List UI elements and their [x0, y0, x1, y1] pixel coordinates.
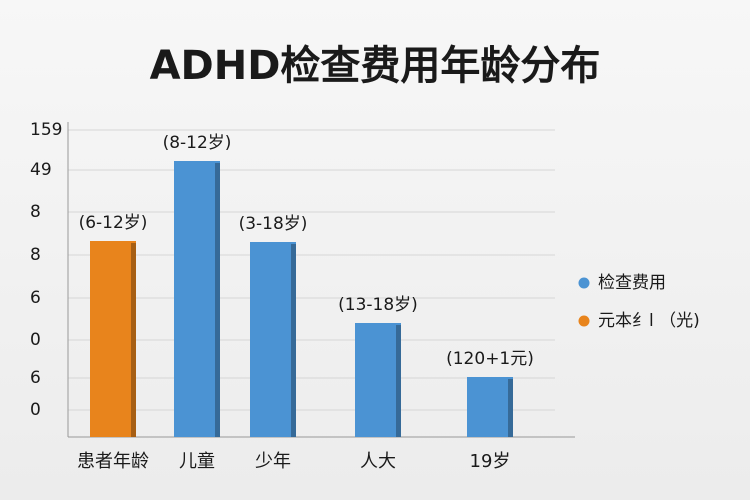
bar [467, 377, 513, 437]
x-tick-label: 儿童 [179, 451, 215, 472]
x-tick-label: 人大 [360, 451, 396, 472]
bar [174, 161, 220, 437]
bar [250, 242, 296, 437]
y-tick-label: 159 [30, 120, 62, 140]
bar-label: (8-12岁) [163, 133, 232, 153]
bar-side [291, 244, 296, 437]
legend-label: 元本纟l （光) [598, 311, 700, 331]
bar-label: (13-18岁) [338, 295, 418, 315]
chart-title: ADHD检查费用年龄分布 [150, 43, 601, 89]
legend-marker [578, 315, 590, 327]
x-tick-label: 患者年龄 [77, 451, 149, 472]
bar-label: (6-12岁) [79, 213, 148, 233]
y-tick-label: 8 [30, 245, 41, 265]
bar-side [131, 243, 136, 437]
y-tick-label: 0 [30, 400, 41, 420]
y-tick-label: 8 [30, 202, 41, 222]
y-tick-label: 0 [30, 330, 41, 350]
bar-label: (3-18岁) [239, 214, 308, 234]
legend-marker [578, 277, 590, 289]
y-tick-label: 49 [30, 160, 52, 180]
y-tick-label: 6 [30, 288, 41, 308]
x-tick-label: 少年 [255, 451, 291, 472]
bar [90, 241, 136, 437]
bar-side [396, 325, 401, 437]
bar [355, 323, 401, 437]
bar-label: (120+1元) [446, 349, 534, 369]
legend-label: 检查费用 [598, 273, 666, 293]
bar-side [508, 379, 513, 437]
y-tick-label: 6 [30, 368, 41, 388]
bar-side [215, 163, 220, 437]
x-tick-label: 19岁 [470, 451, 511, 472]
